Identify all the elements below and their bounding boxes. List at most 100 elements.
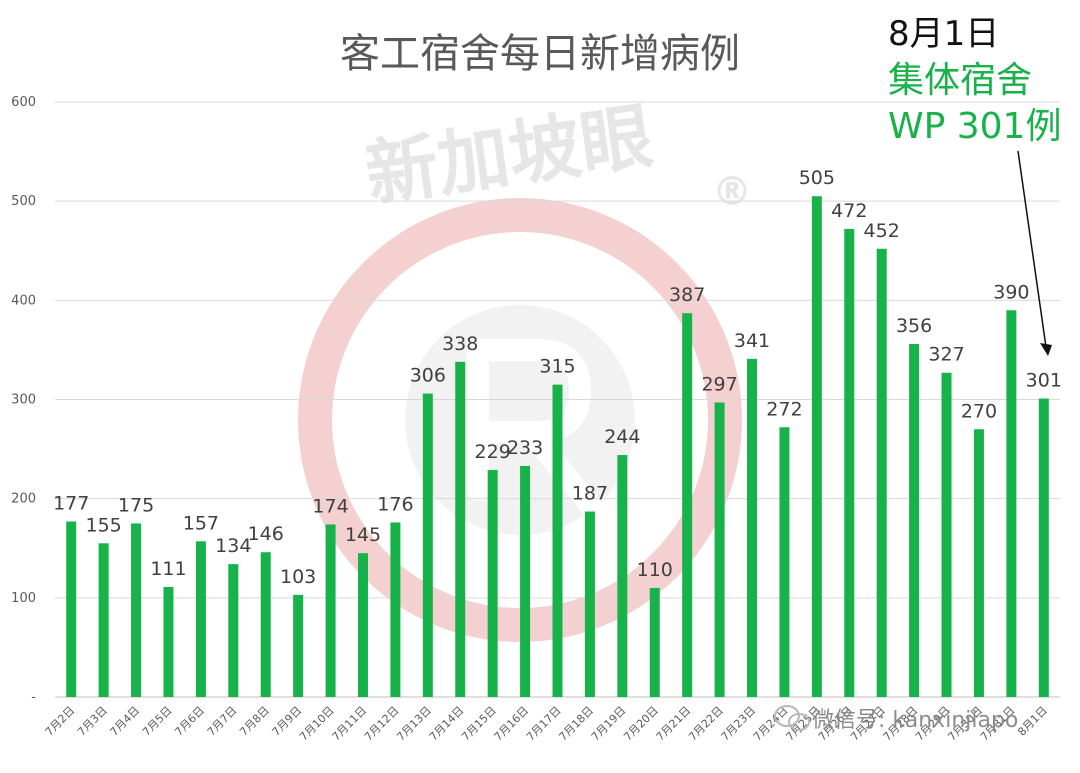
value-label: 176 [377,493,413,515]
value-label: 387 [669,284,705,306]
bar-7月18日 [584,511,595,697]
x-tick-label: 7月12日 [362,704,402,744]
bar-7月4日 [131,523,142,697]
value-label: 146 [248,523,284,545]
x-tick-label: 7月5日 [140,704,175,739]
callout-date: 8月1日 [888,14,999,54]
value-label: 390 [993,281,1029,303]
value-label: 301 [1026,370,1062,392]
value-label: 145 [345,524,381,546]
value-label: 356 [896,315,932,337]
value-label: 134 [215,535,251,557]
bar-7月12日 [390,522,401,697]
value-label: 177 [53,492,89,514]
bar-7月22日 [714,402,725,697]
value-label: 111 [150,558,186,580]
callout-arrow-line [1017,150,1047,348]
bar-7月20日 [649,587,660,697]
bar-7月21日 [682,313,693,697]
value-label: 297 [701,373,737,395]
bar-7月17日 [552,384,563,697]
chart-title: 客工宿舍每日新增病例 [340,31,740,77]
value-label: 110 [637,559,673,581]
value-label: 157 [183,512,219,534]
bar-7月8日 [260,552,271,697]
value-label: 272 [766,398,802,420]
value-label: 505 [799,167,835,189]
bar-7月15日 [487,469,498,697]
y-tick-label: 200 [11,492,36,507]
x-tick-label: 7月24日 [751,704,791,744]
value-label: 229 [475,441,511,463]
value-label: 472 [831,200,867,222]
bars [66,196,1049,698]
x-tick-label: 7月19日 [589,704,629,744]
value-label: 315 [539,356,575,378]
y-tick-label: 400 [11,293,36,308]
wechat-icon [774,705,810,731]
value-label: 306 [410,365,446,387]
wechat-watermark: 微信号: kanxinjiapo [774,705,1018,733]
bar-7月27日 [876,248,887,697]
x-tick-label: 7月18日 [556,704,596,744]
y-tick-label: 500 [11,194,36,209]
bar-7月26日 [844,228,855,697]
bar-7月9日 [293,594,304,697]
x-tick-label: 7月6日 [172,704,207,739]
value-label: 187 [572,483,608,505]
bar-7月6日 [195,541,206,697]
bar-7月29日 [941,372,952,697]
bar-7月24日 [779,427,790,697]
x-tick-label: 7月15日 [459,704,499,744]
y-tick-label: 300 [11,393,36,408]
bar-7月25日 [811,196,822,698]
value-label: 103 [280,566,316,588]
value-label: 175 [118,494,154,516]
x-tick-label: 7月10日 [297,704,337,744]
x-tick-label: 7月2日 [43,704,78,739]
value-label: 244 [604,426,640,448]
value-label: 155 [85,514,121,536]
value-label: 174 [312,495,348,517]
callout-line2: WP 301例 [888,106,1061,147]
x-tick-label: 7月11日 [330,704,370,744]
value-label: 233 [507,437,543,459]
y-tick-label: - [31,690,36,705]
x-tick-label: 7月4日 [108,704,143,739]
x-tick-label: 7月21日 [654,704,694,744]
x-tick-label: 7月17日 [524,704,564,744]
y-axis: - 100 200 300 400 500 600 [11,95,36,705]
bar-7月28日 [909,343,920,697]
bar-7月30日 [973,429,984,697]
value-label: 327 [928,344,964,366]
callout-arrowhead [1040,343,1052,356]
bar-7月10日 [325,524,336,697]
callout-line1: 集体宿舍 [888,60,1032,101]
value-label: 270 [961,400,997,422]
value-label: 341 [734,330,770,352]
bar-7月14日 [455,361,466,697]
wechat-id-text: 微信号: kanxinjiapo [812,708,1018,733]
bar-7月11日 [357,553,368,697]
x-tick-label: 7月8日 [237,704,272,739]
bar-7月7日 [228,564,239,697]
x-tick-label: 7月16日 [492,704,532,744]
y-tick-label: 100 [11,591,36,606]
bar-7月16日 [520,465,531,697]
x-tick-label: 7月3日 [75,704,110,739]
x-tick-label: 7月22日 [686,704,726,744]
callout: 8月1日 集体宿舍 WP 301例 [888,14,1061,356]
x-tick-label: 8月1日 [1015,704,1050,739]
x-tick-label: 7月20日 [621,704,661,744]
bar-7月2日 [66,521,77,697]
x-tick-label: 7月13日 [394,704,434,744]
value-label: 338 [442,333,478,355]
x-tick-label: 7月14日 [427,704,467,744]
bar-7月19日 [617,455,628,697]
watermark-ring-outer [298,198,742,642]
bar-7月23日 [747,358,758,697]
bar-8月1日 [1038,398,1049,697]
